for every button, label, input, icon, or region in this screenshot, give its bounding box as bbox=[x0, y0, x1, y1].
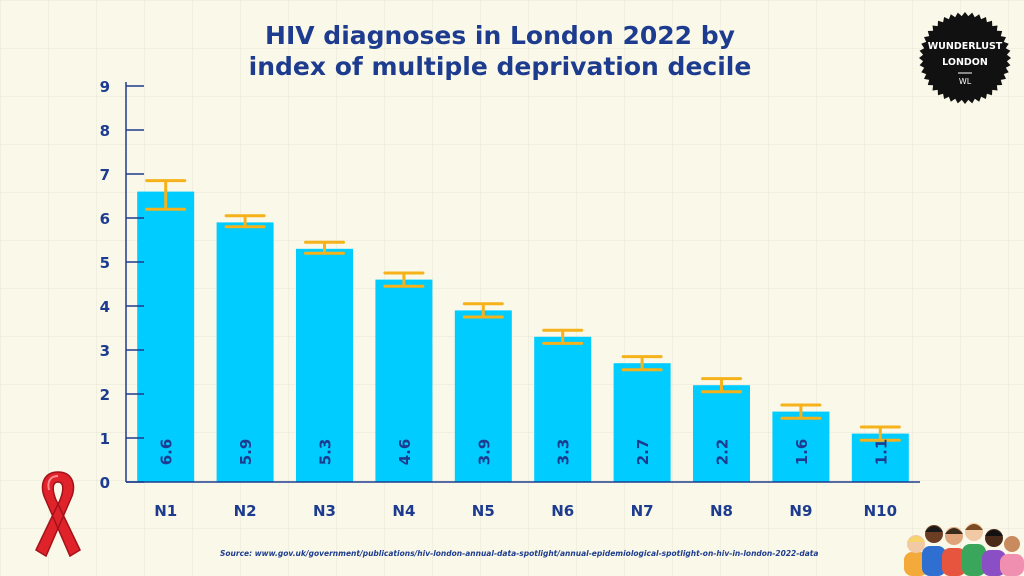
wunderlust-logo-badge: WUNDERLUST LONDON WL bbox=[919, 12, 1011, 104]
bar-N8 bbox=[693, 385, 750, 482]
source-note: Source: www.gov.uk/government/publicatio… bbox=[220, 549, 819, 558]
x-tick-label-N1: N1 bbox=[154, 502, 177, 520]
person-figure bbox=[942, 527, 966, 576]
person-figure bbox=[982, 529, 1006, 576]
y-tick-label-5: 5 bbox=[100, 254, 110, 272]
bar-N2 bbox=[216, 222, 274, 482]
x-tick-label-N10: N10 bbox=[864, 502, 897, 520]
x-tick-label-N6: N6 bbox=[551, 502, 574, 520]
bar-N1 bbox=[137, 191, 195, 482]
bar-N9 bbox=[772, 411, 830, 482]
y-tick-label-2: 2 bbox=[100, 386, 110, 404]
x-tick-label-N3: N3 bbox=[313, 502, 336, 520]
logo-line-2: LONDON bbox=[942, 57, 988, 68]
data-label-N5: 3.9 bbox=[475, 439, 493, 466]
chart-title-line-1: HIV diagnoses in London 2022 by bbox=[265, 21, 735, 50]
data-label-N1: 6.6 bbox=[158, 439, 176, 466]
data-label-N2: 5.9 bbox=[237, 439, 255, 466]
x-tick-label-N8: N8 bbox=[710, 502, 733, 520]
data-label-N7: 2.7 bbox=[634, 439, 652, 466]
bar-N3 bbox=[296, 248, 353, 482]
bar-N6 bbox=[534, 336, 592, 482]
bar-N4 bbox=[375, 279, 433, 482]
chart-title: HIV diagnoses in London 2022 by index of… bbox=[200, 20, 800, 82]
y-tick-label-4: 4 bbox=[100, 298, 110, 316]
chart-title-line-2: index of multiple deprivation decile bbox=[248, 52, 752, 81]
person-figure bbox=[962, 523, 986, 576]
logo-line-3: WL bbox=[959, 77, 972, 86]
bar-N5 bbox=[454, 310, 512, 482]
badge-seal-shape bbox=[919, 12, 1011, 104]
person-figure bbox=[922, 525, 946, 576]
people-group-icon bbox=[904, 523, 1024, 576]
data-label-N8: 2.2 bbox=[714, 439, 732, 466]
data-label-N10: 1.1 bbox=[872, 439, 890, 466]
x-tick-label-N5: N5 bbox=[472, 502, 495, 520]
person-figure bbox=[1000, 536, 1024, 576]
y-tick-label-3: 3 bbox=[100, 342, 110, 360]
y-tick-label-8: 8 bbox=[100, 122, 110, 140]
y-tick-label-9: 9 bbox=[100, 78, 110, 96]
data-label-N4: 4.6 bbox=[396, 439, 414, 466]
x-tick-label-N9: N9 bbox=[789, 502, 812, 520]
y-tick-label-6: 6 bbox=[100, 210, 110, 228]
y-tick-label-0: 0 bbox=[100, 474, 110, 492]
logo-line-1: WUNDERLUST bbox=[928, 41, 1003, 52]
x-tick-label-N4: N4 bbox=[392, 502, 415, 520]
y-tick-label-1: 1 bbox=[100, 430, 110, 448]
bar-N7 bbox=[613, 363, 671, 482]
y-tick-label-7: 7 bbox=[100, 166, 110, 184]
data-label-N6: 3.3 bbox=[555, 439, 573, 466]
data-label-N9: 1.6 bbox=[793, 439, 811, 466]
x-tick-label-N2: N2 bbox=[234, 502, 257, 520]
x-tick-label-N7: N7 bbox=[631, 502, 654, 520]
data-label-N3: 5.3 bbox=[317, 439, 335, 466]
red-ribbon-icon bbox=[35, 471, 81, 558]
